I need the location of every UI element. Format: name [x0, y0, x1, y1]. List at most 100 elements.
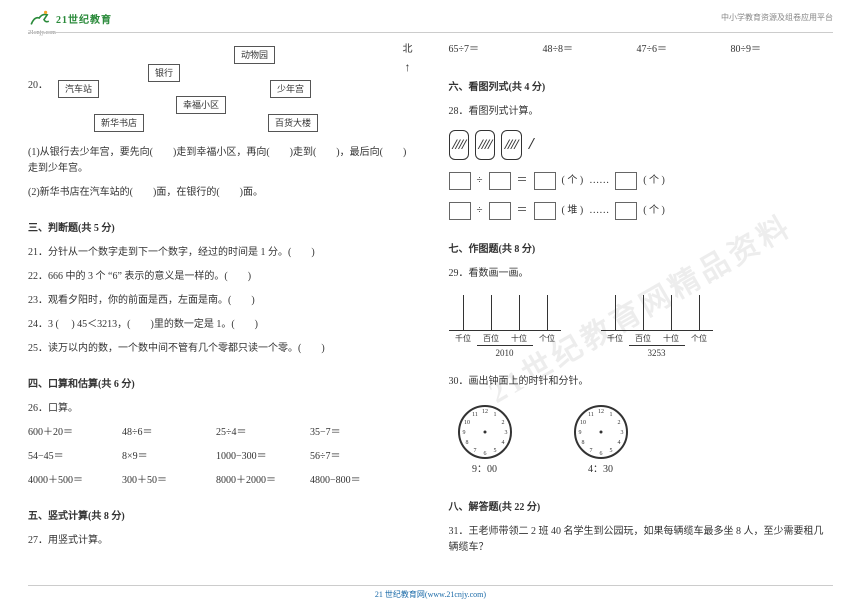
svg-text:11: 11 [472, 412, 478, 418]
place-label: 百位 [629, 331, 657, 346]
op-eq: ＝ [517, 172, 528, 190]
rtop-2: 48÷8＝ [543, 42, 613, 58]
svg-text:2: 2 [617, 420, 620, 426]
clocks: 1212 345 678 91011 9：00 1212 345 678 [457, 404, 834, 478]
calc-2-2: 8×9＝ [122, 449, 192, 465]
q27: 27．用竖式计算。 [28, 533, 413, 549]
svg-text:2: 2 [501, 420, 504, 426]
place-charts: 千位 百位 十位 个位 2010 千位 百位 十位 [449, 294, 834, 360]
q26: 26．口算。 [28, 401, 413, 417]
rtop-row: 65÷7＝ 48÷8＝ 47÷6＝ 80÷9＝ [449, 42, 834, 58]
rtop-3: 47÷6＝ [637, 42, 707, 58]
q21: 21．分针从一个数字走到下一个数字，经过的时间是 1 分。( ) [28, 245, 413, 261]
equation-row-1: ÷ ＝ ( 个 ) …… ( 个 ) [449, 172, 834, 190]
section-4-title: 四、口算和估算(共 6 分) [28, 377, 413, 393]
q20-number: 20． [28, 78, 48, 94]
north-arrow-icon: ↑ [405, 58, 411, 77]
place-label: 千位 [601, 331, 629, 346]
svg-text:11: 11 [588, 412, 594, 418]
tally-single: / [529, 134, 533, 153]
place-number-1: 2010 [477, 345, 533, 360]
left-column: 北 ↑ 20． 动物园 银行 汽车站 少年宫 幸福小区 新华书店 百货大楼 (1… [28, 42, 413, 578]
north-indicator: 北 ↑ [403, 42, 413, 77]
svg-text:3: 3 [620, 430, 623, 436]
runner-icon [28, 8, 52, 28]
q29: 29．看数画一画。 [449, 266, 834, 282]
svg-text:7: 7 [473, 448, 476, 454]
blank-box [534, 202, 556, 220]
svg-text:6: 6 [599, 451, 602, 457]
north-label: 北 [403, 42, 413, 58]
box-youth: 少年宫 [270, 80, 311, 98]
footer: 21 世纪教育网(www.21cnjy.com) [0, 589, 861, 600]
blank-box [449, 202, 471, 220]
unit-ge: ( 个 ) [562, 173, 584, 189]
place-label: 千位 [449, 331, 477, 346]
box-bookstore: 新华书店 [94, 114, 144, 132]
calc-2-1: 54−45＝ [28, 449, 98, 465]
svg-text:3: 3 [504, 430, 507, 436]
q28: 28．看图列式计算。 [449, 104, 834, 120]
svg-text:10: 10 [580, 420, 586, 426]
place-chart-1: 千位 百位 十位 个位 2010 [449, 294, 561, 360]
q31: 31．王老师带领二 2 班 40 名学生到公园玩，如果每辆缆车最多坐 8 人，至… [449, 524, 834, 556]
q24: 24．3 ( ) 45＜3213，( )里的数一定是 1。( ) [28, 317, 413, 333]
op-eq: ＝ [517, 202, 528, 220]
tally-group: //// [501, 130, 522, 160]
box-dept: 百货大楼 [268, 114, 318, 132]
section-6-title: 六、看图列式(共 4 分) [449, 80, 834, 96]
q30: 30．画出钟面上的时针和分针。 [449, 374, 834, 390]
tally-mark: //// [453, 133, 466, 157]
calc-1-3: 25÷4＝ [216, 425, 286, 441]
rtop-1: 65÷7＝ [449, 42, 519, 58]
svg-text:5: 5 [609, 448, 612, 454]
blank-box [489, 172, 511, 190]
calc-row-3: 4000＋500＝ 300＋50＝ 8000＋2000＝ 4800−800＝ [28, 473, 413, 489]
q20-map: 北 ↑ 20． 动物园 银行 汽车站 少年宫 幸福小区 新华书店 百货大楼 [28, 42, 413, 137]
logo-sub: 21cnjy.com [28, 30, 56, 36]
unit-ge: ( 个 ) [643, 203, 665, 219]
blank-box [615, 172, 637, 190]
svg-text:10: 10 [464, 420, 470, 426]
svg-text:12: 12 [598, 409, 604, 415]
box-bank: 银行 [148, 64, 180, 82]
box-bus: 汽车站 [58, 80, 99, 98]
q20-part2: (2)新华书店在汽车站的( )面，在银行的( )面。 [28, 185, 413, 201]
svg-text:6: 6 [483, 451, 486, 457]
calc-2-4: 56÷7＝ [310, 449, 380, 465]
clock-face-icon: 1212 345 678 91011 [573, 404, 629, 460]
op-div: ÷ [477, 202, 483, 220]
calc-1-4: 35−7＝ [310, 425, 380, 441]
calc-3-3: 8000＋2000＝ [216, 473, 286, 489]
place-label: 百位 [477, 331, 505, 346]
clock-time-2: 4：30 [588, 462, 613, 478]
q22: 22．666 中的 3 个 “6” 表示的意义是一样的。( ) [28, 269, 413, 285]
section-8-title: 八、解答题(共 22 分) [449, 500, 834, 516]
q20-part1: (1)从银行去少年宫，要先向( )走到幸福小区，再向( )走到( )，最后向( … [28, 145, 413, 177]
calc-1-1: 600＋20＝ [28, 425, 98, 441]
place-label: 十位 [657, 331, 685, 346]
place-chart-2: 千位 百位 十位 个位 3253 [601, 294, 713, 360]
op-div: ÷ [477, 172, 483, 190]
q23: 23．观看夕阳时，你的前面是西，左面是南。( ) [28, 293, 413, 309]
blank-box [534, 172, 556, 190]
header-right: 中小学教育资源及组卷应用平台 [721, 12, 833, 23]
box-zoo: 动物园 [234, 46, 275, 64]
place-label: 个位 [685, 331, 713, 346]
svg-text:7: 7 [589, 448, 592, 454]
section-7-title: 七、作图题(共 8 分) [449, 242, 834, 258]
box-happy: 幸福小区 [176, 96, 226, 114]
calc-3-1: 4000＋500＝ [28, 473, 98, 489]
q25: 25．读万以内的数，一个数中间不管有几个零都只读一个零。( ) [28, 341, 413, 357]
calc-row-1: 600＋20＝ 48÷6＝ 25÷4＝ 35−7＝ [28, 425, 413, 441]
top-rule [28, 32, 833, 33]
logo: 21世纪教育 21cnjy.com [28, 8, 112, 28]
svg-text:5: 5 [493, 448, 496, 454]
tally-group: //// [449, 130, 470, 160]
blank-box [615, 202, 637, 220]
clock-2: 1212 345 678 91011 4：30 [573, 404, 629, 478]
svg-text:12: 12 [482, 409, 488, 415]
rtop-4: 80÷9＝ [731, 42, 801, 58]
calc-2-3: 1000−300＝ [216, 449, 286, 465]
logo-text: 21世纪教育 [56, 11, 112, 26]
